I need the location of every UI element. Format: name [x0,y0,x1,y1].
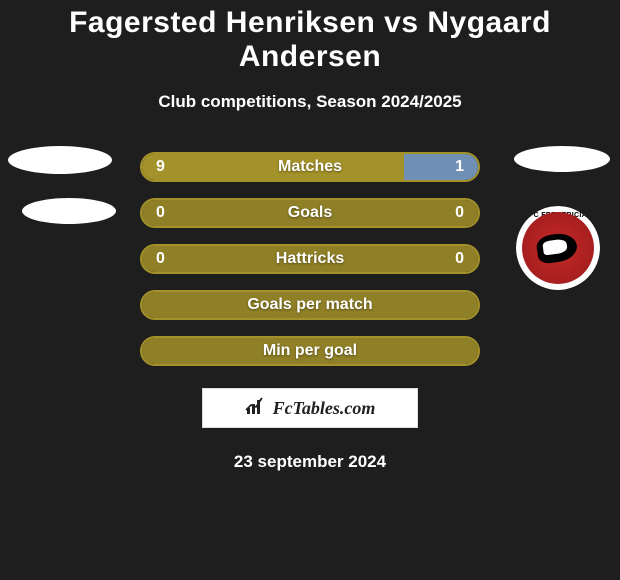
stat-value-left: 9 [156,158,165,176]
stat-row: Goals 0 0 [0,198,620,228]
stat-bar: Matches 9 1 [140,152,480,182]
stat-value-left: 0 [156,204,165,222]
stat-label: Min per goal [263,342,357,360]
bar-left-fill [142,154,404,180]
stat-bar: Goals per match [140,290,480,320]
stat-label: Goals per match [247,296,372,314]
stat-value-right: 0 [455,204,464,222]
stat-bar: Goals 0 0 [140,198,480,228]
brand-box: FcTables.com [202,388,418,428]
stat-bar: Min per goal [140,336,480,366]
stat-row: Goals per match [0,290,620,320]
page-title: Fagersted Henriksen vs Nygaard Andersen [0,6,620,74]
stat-row: Min per goal [0,336,620,366]
stat-value-right: 0 [455,250,464,268]
bar-right-fill [404,154,478,180]
date-text: 23 september 2024 [0,452,620,472]
stat-value-left: 0 [156,250,165,268]
stat-label: Hattricks [276,250,344,268]
brand-chart-icon [245,396,267,421]
subtitle: Club competitions, Season 2024/2025 [0,92,620,112]
stat-row: Hattricks 0 0 [0,244,620,274]
stat-row: Matches 9 1 [0,152,620,182]
stat-label: Matches [278,158,342,176]
stat-rows: Matches 9 1 Goals 0 0 Hattricks 0 0 Goals per mat… [0,152,620,366]
stat-bar: Hattricks 0 0 [140,244,480,274]
stat-area: FC FREDERICIA Matches91Goals00Hattricks0… [0,152,620,366]
stat-value-right: 1 [455,158,464,176]
brand-text: FcTables.com [273,398,376,419]
stat-label: Goals [288,204,332,222]
